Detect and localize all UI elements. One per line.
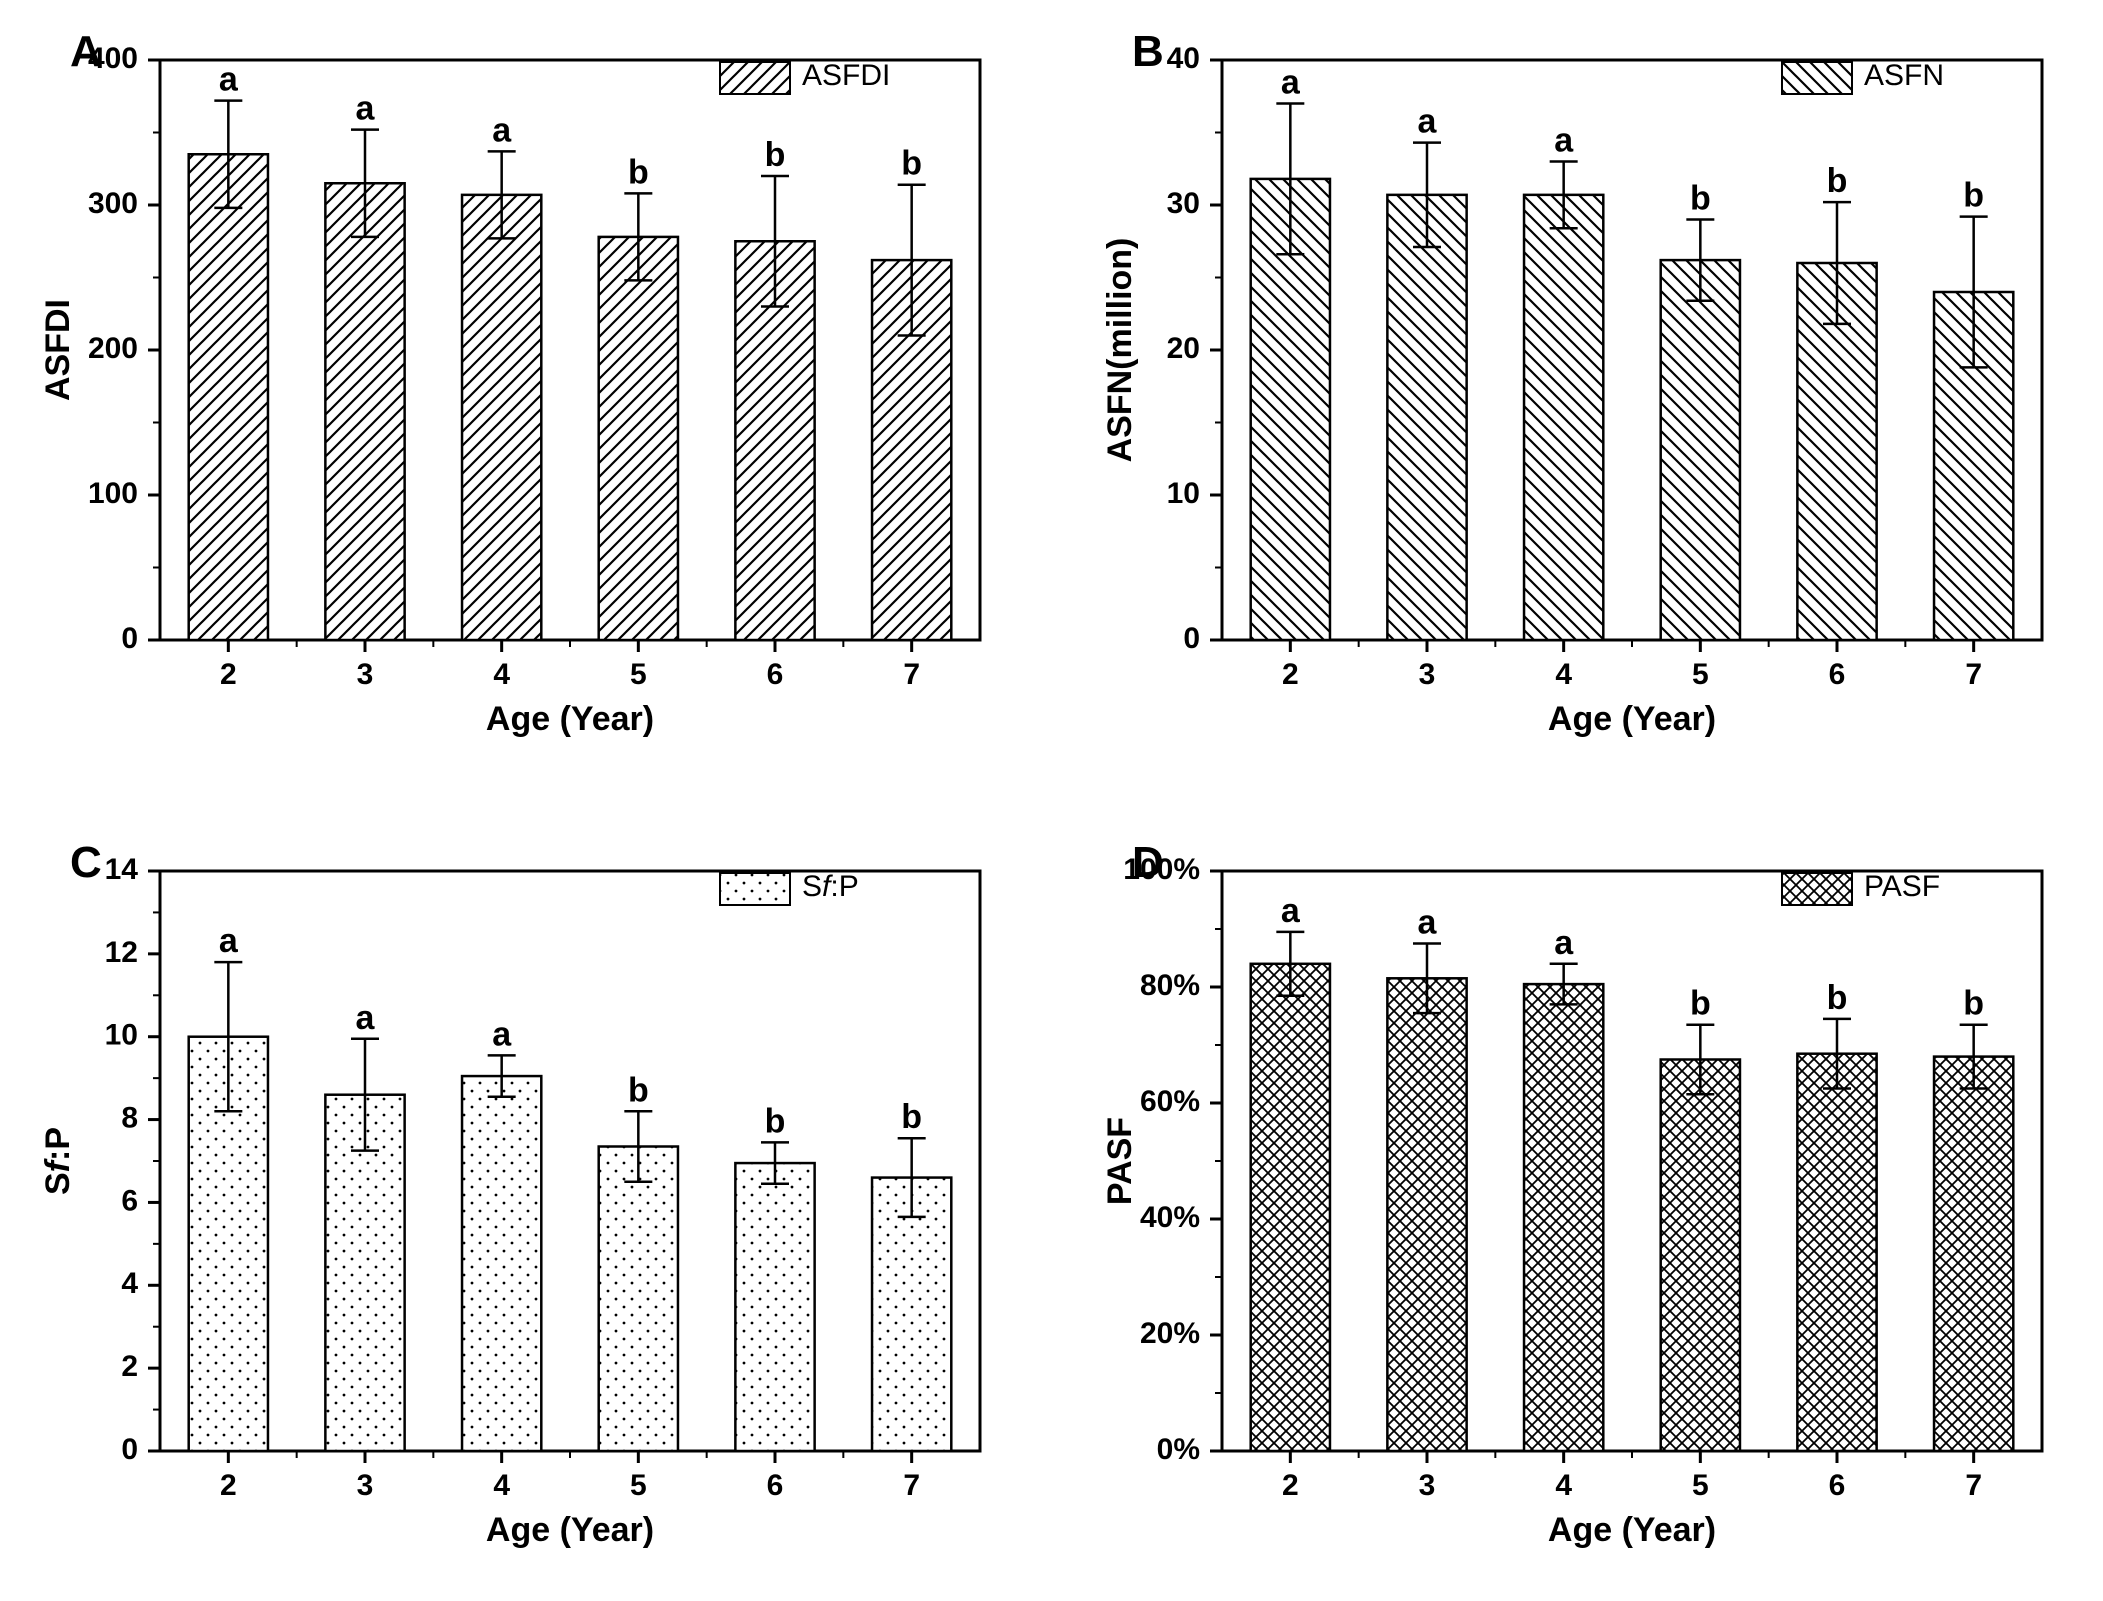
svg-text:2: 2 (220, 658, 237, 691)
svg-text:a: a (492, 1015, 512, 1053)
svg-text:300: 300 (88, 187, 138, 220)
svg-text:40%: 40% (1139, 1200, 1199, 1233)
svg-text:7: 7 (903, 1469, 920, 1502)
svg-text:b: b (765, 1102, 786, 1140)
svg-text:0%: 0% (1156, 1432, 1199, 1465)
svg-text:0: 0 (1183, 622, 1200, 655)
svg-text:Age (Year): Age (Year) (486, 1511, 654, 1549)
svg-text:20%: 20% (1139, 1316, 1199, 1349)
svg-text:a: a (1554, 122, 1574, 160)
svg-text:4: 4 (493, 1469, 510, 1502)
svg-text:6: 6 (767, 1469, 784, 1502)
svg-text:ASFDI: ASFDI (802, 59, 890, 92)
svg-text:7: 7 (1965, 658, 1982, 691)
svg-text:a: a (1554, 923, 1574, 961)
svg-text:2: 2 (220, 1469, 237, 1502)
svg-text:PASF: PASF (1100, 1116, 1138, 1204)
chart-grid: 0100200300400ASFDIa2a3a4b5b6b7Age (Year)… (20, 20, 2083, 1581)
svg-text:a: a (219, 61, 239, 99)
svg-text:14: 14 (105, 852, 139, 885)
svg-text:5: 5 (1691, 658, 1708, 691)
svg-text:B: B (1132, 27, 1164, 76)
svg-text:b: b (1826, 978, 1847, 1016)
svg-text:Age (Year): Age (Year) (1547, 1511, 1715, 1549)
svg-text:5: 5 (630, 1469, 647, 1502)
svg-text:7: 7 (903, 658, 920, 691)
svg-text:3: 3 (357, 658, 374, 691)
svg-text:5: 5 (630, 658, 647, 691)
svg-text:20: 20 (1166, 332, 1199, 365)
svg-text:b: b (628, 1071, 649, 1109)
svg-text:3: 3 (357, 1469, 374, 1502)
svg-text:b: b (1689, 984, 1710, 1022)
svg-text:0: 0 (121, 622, 138, 655)
svg-text:C: C (70, 838, 102, 887)
svg-text:4: 4 (1555, 1469, 1572, 1502)
svg-text:7: 7 (1965, 1469, 1982, 1502)
svg-text:A: A (70, 27, 102, 76)
svg-text:D: D (1132, 838, 1164, 887)
svg-text:Age (Year): Age (Year) (1547, 700, 1715, 738)
svg-text:10: 10 (1166, 477, 1199, 510)
svg-text:8: 8 (121, 1101, 138, 1134)
svg-text:4: 4 (121, 1267, 138, 1300)
svg-text:100: 100 (88, 477, 138, 510)
panel-d: 0%20%40%60%80%100%PASFa2a3a4b5b6b7Age (Y… (1082, 831, 2084, 1582)
svg-text:PASF: PASF (1864, 870, 1940, 903)
svg-text:2: 2 (121, 1350, 138, 1383)
svg-text:b: b (901, 1098, 922, 1136)
svg-text:b: b (1826, 162, 1847, 200)
svg-text:60%: 60% (1139, 1084, 1199, 1117)
svg-text:0: 0 (121, 1432, 138, 1465)
svg-text:6: 6 (767, 658, 784, 691)
svg-text:4: 4 (1555, 658, 1572, 691)
svg-text:2: 2 (1281, 658, 1298, 691)
svg-text:3: 3 (1418, 1469, 1435, 1502)
svg-text:a: a (492, 111, 512, 149)
svg-text:Sf:P: Sf:P (39, 1126, 77, 1194)
svg-text:80%: 80% (1139, 968, 1199, 1001)
svg-text:3: 3 (1418, 658, 1435, 691)
svg-text:ASFN: ASFN (1864, 59, 1944, 92)
svg-text:40: 40 (1166, 42, 1199, 75)
svg-text:a: a (1280, 891, 1300, 929)
svg-text:4: 4 (493, 658, 510, 691)
panel-a: 0100200300400ASFDIa2a3a4b5b6b7Age (Year)… (20, 20, 1022, 771)
svg-text:6: 6 (1828, 658, 1845, 691)
svg-text:ASFN(million): ASFN(million) (1100, 238, 1138, 463)
svg-text:b: b (1963, 177, 1984, 215)
svg-text:b: b (1963, 984, 1984, 1022)
svg-text:a: a (1280, 64, 1300, 102)
svg-text:a: a (1417, 103, 1437, 141)
svg-text:b: b (628, 153, 649, 191)
panel-c: 0 2 4 6 8 10 12 14 Sf:P a 2 a 3 a 4 b 5 b 6 b 7 Age (Year) C Sf… (20, 831, 1022, 1582)
svg-text:a: a (356, 998, 376, 1036)
svg-text:Sf:P: Sf:P (802, 870, 859, 903)
svg-text:a: a (1417, 903, 1437, 941)
svg-text:a: a (219, 922, 239, 960)
svg-text:b: b (765, 136, 786, 174)
panel-b: 0 10 20 30 40 ASFN(million) a 2 a 3 a 4 b 5 b 6 b 7 Age (Y… (1082, 20, 2084, 771)
svg-text:ASFDI: ASFDI (39, 299, 77, 401)
svg-text:200: 200 (88, 332, 138, 365)
svg-text:6: 6 (1828, 1469, 1845, 1502)
svg-text:2: 2 (1281, 1469, 1298, 1502)
svg-text:Age (Year): Age (Year) (486, 700, 654, 738)
svg-text:30: 30 (1166, 187, 1199, 220)
svg-text:b: b (901, 145, 922, 183)
svg-text:10: 10 (105, 1018, 138, 1051)
svg-text:12: 12 (105, 935, 138, 968)
svg-text:a: a (356, 90, 376, 128)
svg-text:5: 5 (1691, 1469, 1708, 1502)
svg-text:6: 6 (121, 1184, 138, 1217)
svg-text:b: b (1689, 180, 1710, 218)
